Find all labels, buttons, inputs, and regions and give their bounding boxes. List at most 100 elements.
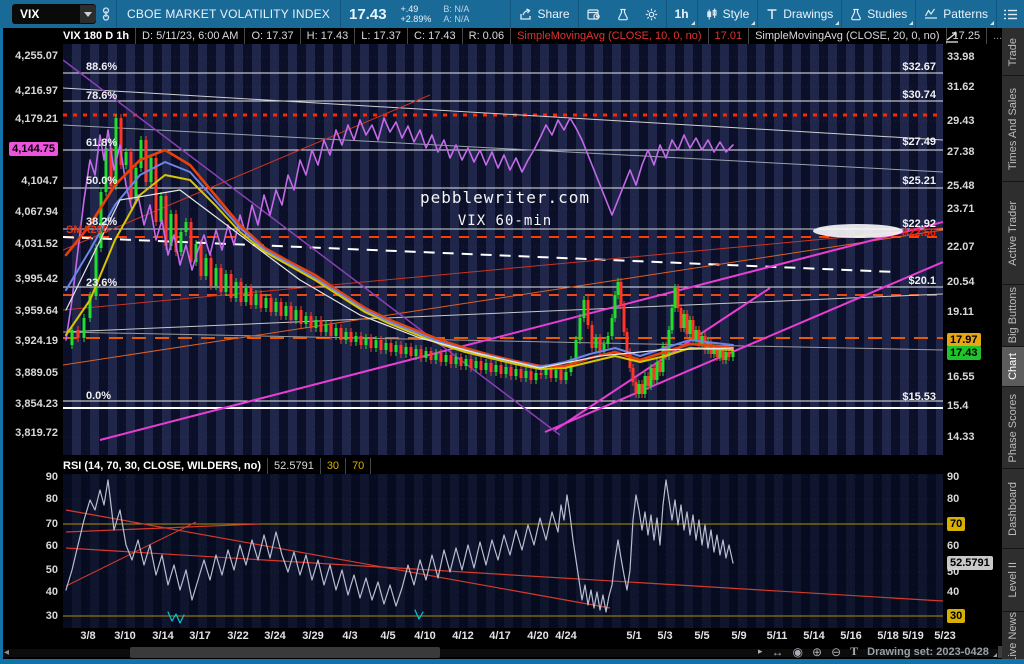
- price-axis-label-left: 4,104.7: [21, 175, 58, 187]
- date-axis-label: 5/5: [694, 630, 710, 642]
- sidebar-tab-level-ii[interactable]: Level II: [1002, 549, 1024, 612]
- patterns-label: Patterns: [943, 7, 988, 21]
- auto-scale-icon[interactable]: [945, 31, 960, 44]
- chart-settings-button[interactable]: [637, 0, 666, 28]
- symbol-value: VIX: [20, 7, 40, 21]
- rsi-axis-label-left: 70: [45, 518, 58, 530]
- sidebar-tab-label: Phase Scores: [1007, 393, 1019, 463]
- link-icon[interactable]: [96, 7, 116, 21]
- price-chart-svg: [63, 44, 943, 455]
- rsi-axis-label-right: 52.5791: [947, 556, 993, 570]
- date-axis-label: 4/3: [342, 630, 358, 642]
- change-value: +.49: [400, 4, 419, 14]
- bid-value: B: N/A: [443, 4, 470, 14]
- toolbar-divider: [116, 0, 117, 28]
- legend-item: 17.25: [947, 28, 988, 44]
- legend-item: VIX 180 D 1h: [57, 28, 137, 44]
- date-axis-label: 3/24: [264, 630, 286, 642]
- last-price: 17.43: [349, 5, 387, 23]
- chart-legend: VIX 180 D 1h D: 5/11/23, 6:00 AM O: 17.37 H…: [57, 28, 1009, 44]
- drawing-set-selector[interactable]: Drawing set: 2023-0428: [867, 646, 997, 658]
- toolbar-divider: [757, 0, 759, 28]
- sidebar-tab-label: Trade: [1007, 37, 1019, 66]
- rsi-axis-label-right: 30: [947, 609, 966, 623]
- drawings-button[interactable]: Drawings: [758, 0, 841, 28]
- toolbar-divider: [340, 0, 341, 28]
- chevron-down-icon: [84, 11, 92, 17]
- date-axis-label: 5/14: [803, 630, 825, 642]
- price-axis-label-right: 16.55: [947, 371, 975, 383]
- price-axis-label-right: 27.38: [947, 146, 975, 158]
- price-axis-label-left: 4,216.97: [15, 85, 58, 97]
- date-axis-label: 3/29: [302, 630, 324, 642]
- toolbar-divider: [915, 0, 917, 28]
- share-button[interactable]: Share: [511, 0, 578, 28]
- calendar-icon: [586, 8, 601, 21]
- patterns-button[interactable]: Patterns: [916, 0, 996, 28]
- corporate-actions-button[interactable]: [579, 0, 609, 28]
- rsi-axis-label-right: 40: [947, 586, 960, 598]
- date-axis-label: 4/17: [489, 630, 511, 642]
- analysis-tools-button[interactable]: [609, 0, 637, 28]
- legend-item[interactable]: SimpleMovingAvg (CLOSE, 10, 0, no): [511, 28, 709, 44]
- rsi-legend-item: 30: [321, 458, 347, 474]
- top-toolbar: VIX CBOE MARKET VOLATILITY INDEX 17.43 +…: [0, 0, 1024, 28]
- price-axis-label-left: 4,179.21: [15, 113, 58, 125]
- menu-list-icon: [1004, 9, 1017, 20]
- date-axis-label: 5/11: [766, 630, 788, 642]
- sidebar-tab-times-and-sales[interactable]: Times And Sales: [1002, 76, 1024, 183]
- price-axis-label-right: 23.71: [947, 203, 975, 215]
- symbol-dropdown-button[interactable]: [80, 5, 96, 23]
- price-axis-label-left: 4,144.75: [0, 142, 58, 156]
- expand-tools-icon[interactable]: ▸: [758, 646, 763, 656]
- date-axis-label: 5/9: [731, 630, 747, 642]
- rsi-axis-label-left: 60: [45, 540, 58, 552]
- date-axis-label: 3/14: [152, 630, 174, 642]
- rsi-plot-area[interactable]: [63, 474, 943, 628]
- date-axis-label: 5/1: [626, 630, 642, 642]
- legend-item: O: 17.37: [245, 28, 301, 44]
- legend-item[interactable]: SimpleMovingAvg (CLOSE, 20, 0, no): [749, 28, 947, 44]
- price-axis-label-right: 19.11: [947, 306, 974, 318]
- sidebar-tab-big-buttons[interactable]: Big Buttons: [1002, 284, 1024, 347]
- zoom-in-icon[interactable]: ⊕: [812, 644, 823, 659]
- style-button[interactable]: Style: [698, 0, 758, 28]
- zoom-out-icon[interactable]: ⊖: [831, 644, 842, 659]
- rsi-legend-item: 70: [346, 458, 372, 474]
- sidebar-tab-trade[interactable]: Trade: [1002, 28, 1024, 77]
- sidebar-tab-chart[interactable]: Chart: [1002, 346, 1024, 388]
- studies-button[interactable]: Studies: [842, 0, 915, 28]
- sidebar-tab-label: Big Buttons: [1007, 287, 1019, 344]
- toolbar-divider: [696, 0, 698, 28]
- text-tool-icon: [766, 8, 778, 20]
- sidebar-tab-active-trader[interactable]: Active Trader: [1002, 182, 1024, 285]
- rsi-legend-item[interactable]: RSI (14, 70, 30, CLOSE, WILDERS, no): [57, 458, 269, 474]
- scroll-left-arrow-icon[interactable]: ◂: [4, 647, 10, 658]
- chart-menu-button[interactable]: [997, 0, 1024, 28]
- pan-tool-icon[interactable]: ◉: [792, 644, 804, 659]
- window-edge-bottom: [0, 659, 1024, 664]
- watermark: pebblewriter.com VIX 60-min: [395, 188, 615, 229]
- rsi-axis-label-right: 60: [947, 540, 960, 552]
- price-plot-area[interactable]: [63, 44, 943, 455]
- sidebar-tab-phase-scores[interactable]: Phase Scores: [1002, 387, 1024, 470]
- date-axis-label: 4/12: [452, 630, 474, 642]
- rsi-axis-label-right: 90: [947, 471, 960, 483]
- horizontal-scrollbar-thumb[interactable]: [130, 647, 440, 658]
- drawings-label: Drawings: [783, 7, 834, 21]
- timeframe-button[interactable]: 1h: [667, 0, 697, 28]
- horizontal-scrollbar-track[interactable]: [3, 649, 1015, 657]
- double-arrow-icon[interactable]: ↔: [771, 644, 784, 659]
- symbol-combo[interactable]: VIX: [12, 4, 96, 24]
- sidebar-tab-label: Level II: [1007, 562, 1019, 598]
- legend-item: 17.01: [709, 28, 750, 44]
- sidebar-tab-label: Active Trader: [1007, 200, 1019, 266]
- sidebar-tab-live-news[interactable]: Live News: [1002, 611, 1024, 664]
- style-label: Style: [722, 7, 750, 21]
- text-tool-icon[interactable]: T: [850, 644, 859, 658]
- price-axis-label-left: 3,854.23: [15, 398, 58, 410]
- sidebar-tab-dashboard[interactable]: Dashboard: [1002, 469, 1024, 550]
- price-axis-label-right: 31.62: [947, 81, 975, 93]
- zigzag-pattern-icon: [924, 8, 938, 20]
- rsi-axis-label-left: 80: [45, 493, 58, 505]
